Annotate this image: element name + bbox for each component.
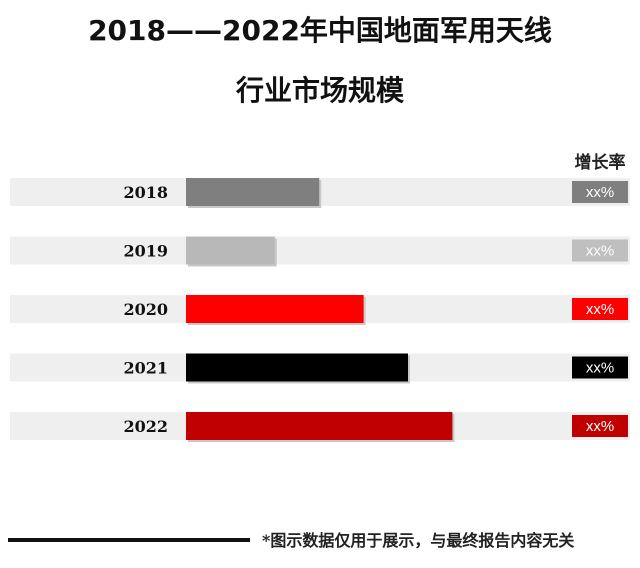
bar-2021: [186, 353, 408, 382]
category-label-2021: 2021: [123, 359, 168, 378]
growth-rate-badge-2018: [572, 181, 628, 203]
growth-rate-label-2022: xx%: [586, 418, 614, 435]
growth-rate-header: 增长率: [574, 153, 626, 173]
chart-title-line-1: 2018——2022年中国地面军用天线: [88, 14, 552, 47]
bar-2018: [186, 178, 320, 206]
bar-2022: [186, 412, 453, 440]
category-label-2022: 2022: [123, 417, 168, 436]
bar-2019: [186, 236, 275, 265]
growth-rate-badge-2020: [572, 298, 628, 320]
row-background-2019: [10, 236, 630, 265]
growth-rate-label-2020: xx%: [586, 301, 614, 318]
growth-rate-badge-2021: [572, 356, 628, 379]
growth-rate-label-2018: xx%: [586, 184, 614, 201]
growth-rate-label-2021: xx%: [586, 360, 614, 377]
category-label-2018: 2018: [123, 183, 168, 202]
footer-divider: [8, 538, 250, 542]
growth-rate-badge-2019: [572, 239, 628, 262]
growth-rate-label-2019: xx%: [586, 243, 614, 260]
bar-2020: [186, 295, 364, 323]
category-label-2020: 2020: [123, 300, 168, 319]
growth-rate-badge-2022: [572, 415, 628, 437]
category-label-2019: 2019: [123, 242, 168, 261]
chart-title-line-2: 行业市场规模: [235, 74, 404, 107]
footer-note: *图示数据仅用于展示，与最终报告内容无关: [262, 531, 575, 550]
